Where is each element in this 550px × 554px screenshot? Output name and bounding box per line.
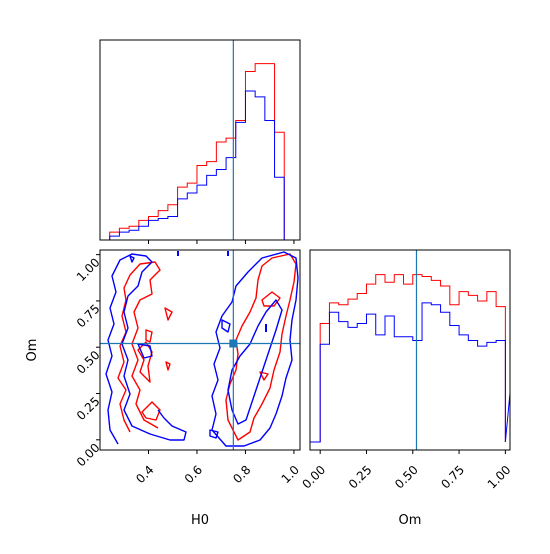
histogram-Om: 0.00 0.25 0.50 0.75 1.00 xyxy=(300,249,514,492)
contour-blue-left-outer xyxy=(105,253,187,445)
x-tick-label-contour: 0.6 xyxy=(182,463,205,486)
panel-frame-hist-H0 xyxy=(99,39,301,241)
y-axis-label-Om: Om xyxy=(25,339,40,362)
hist-Om-series-blue xyxy=(310,302,511,443)
contour-red-left-inner xyxy=(137,341,153,383)
y-tick-label-contour: 0.25 xyxy=(74,394,103,423)
contour-red-right-blob xyxy=(261,291,281,307)
histogram-H0 xyxy=(99,39,301,244)
contour-blue-top-a xyxy=(129,255,135,263)
contour-blue-right-inner xyxy=(227,299,283,425)
hist-H0-series-red xyxy=(100,63,294,241)
hist-Om-series-red xyxy=(319,274,506,442)
x-tick-label-contour: 1.0 xyxy=(279,463,302,486)
contour-red-small-b xyxy=(259,371,269,381)
panel-frame-hist-Om xyxy=(309,249,511,451)
y-tick-label-contour: 1.00 xyxy=(74,255,103,284)
y-tick-label-contour: 0.00 xyxy=(74,441,103,470)
x-tick-label-contour: 0.4 xyxy=(133,463,156,486)
x-tick-label-hist-Om: 0.50 xyxy=(392,463,421,492)
contour-red-left-bottom xyxy=(141,401,161,421)
contour-blue-small xyxy=(209,429,219,439)
x-axis-label-H0: H0 xyxy=(191,513,209,528)
x-tick-label-hist-Om: 0.00 xyxy=(300,463,329,492)
contour-blue-top-b xyxy=(221,319,231,333)
contour-red-right xyxy=(225,253,297,441)
y-tick-label-contour: 0.75 xyxy=(74,302,103,331)
x-tick-label-hist-Om: 0.75 xyxy=(438,463,467,492)
contour-red-middle xyxy=(164,307,173,371)
x-tick-label-hist-Om: 1.00 xyxy=(485,463,514,492)
contour-red-small-a xyxy=(145,329,153,343)
contour-H0-Om: 0.4 0.6 0.8 1.0 0.00 0.25 0.50 0.75 1.00 xyxy=(74,249,302,486)
x-tick-label-hist-Om: 0.25 xyxy=(346,463,375,492)
truth-marker xyxy=(229,339,238,348)
contour-blue-right xyxy=(211,251,299,447)
panel-frame-contour xyxy=(99,249,301,451)
x-tick-label-contour: 0.8 xyxy=(230,463,253,486)
contour-blue-left-inner xyxy=(137,343,153,359)
x-axis-label-Om: Om xyxy=(399,513,422,528)
contour-red-left-outer xyxy=(117,261,161,433)
hist-H0-series-blue xyxy=(100,90,294,241)
y-tick-label-contour: 0.50 xyxy=(74,348,103,377)
